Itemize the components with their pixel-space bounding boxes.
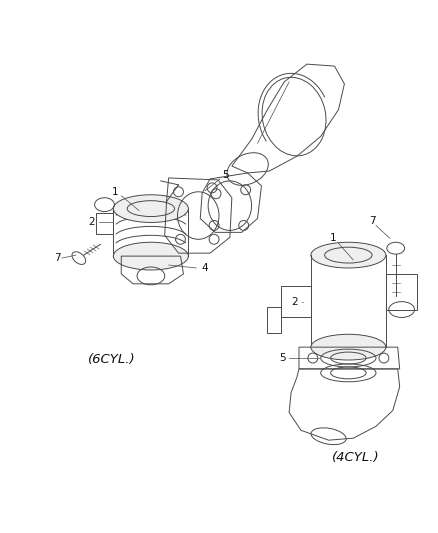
Ellipse shape (113, 195, 188, 222)
Text: (4CYL.): (4CYL.) (332, 451, 379, 464)
Text: 5: 5 (222, 170, 229, 180)
Ellipse shape (113, 243, 188, 270)
Text: (6CYL.): (6CYL.) (87, 352, 135, 366)
Text: 1: 1 (112, 187, 118, 197)
Text: 7: 7 (368, 216, 374, 227)
Text: 1: 1 (329, 233, 336, 243)
Ellipse shape (310, 243, 385, 268)
Text: 4: 4 (201, 263, 208, 273)
Text: 5: 5 (278, 353, 285, 363)
Ellipse shape (310, 334, 385, 360)
Text: 7: 7 (53, 253, 60, 263)
Text: 2: 2 (291, 297, 298, 306)
Text: 2: 2 (88, 217, 95, 228)
